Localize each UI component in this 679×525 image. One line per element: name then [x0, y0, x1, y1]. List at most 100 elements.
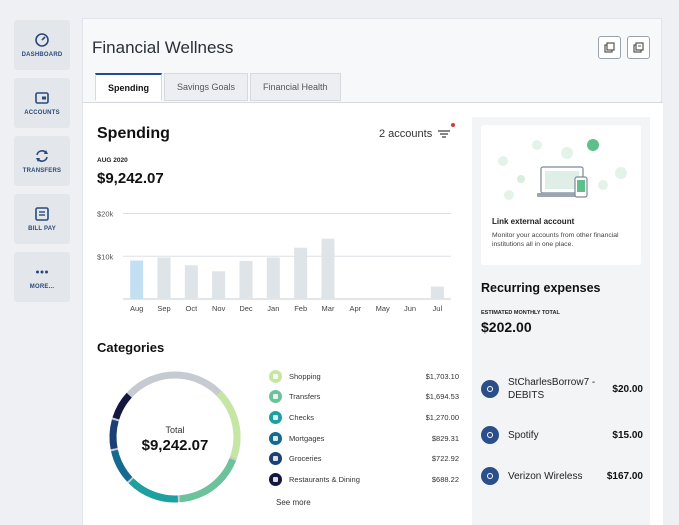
bar-jan[interactable]: [266, 257, 280, 299]
category-name: Checks: [289, 412, 315, 422]
donut-total-label: Total: [165, 425, 185, 435]
spending-content: Spending 2 accounts AUG 2020 $9,242.07 $…: [83, 102, 663, 525]
y-tick-label: $10k: [97, 252, 114, 261]
recurring-total-label: ESTIMATED MONTHLY TOTAL: [481, 310, 560, 316]
bar-sep[interactable]: [157, 257, 171, 299]
minimize-widget-button[interactable]: [598, 36, 621, 59]
category-amount: $1,703.10: [425, 371, 459, 381]
nav-accounts-label: ACCOUNTS: [24, 110, 60, 116]
bar-jul[interactable]: [430, 286, 444, 299]
restaurants-icon: [269, 472, 282, 486]
bar-mar[interactable]: [321, 238, 335, 299]
x-tick-label: Sep: [157, 304, 170, 313]
nav-more[interactable]: MORE...: [14, 252, 70, 302]
bar-nov[interactable]: [212, 271, 226, 299]
financial-wellness-panel: Financial Wellness Spending Savings Goal…: [82, 18, 663, 525]
category-amount: $1,270.00: [425, 412, 459, 422]
recurring-item[interactable]: Spotify $15.00: [481, 426, 643, 444]
bar-feb[interactable]: [294, 247, 308, 299]
x-tick-label: May: [376, 304, 390, 313]
donut-segment-0[interactable]: [105, 367, 245, 507]
category-name: Restaurants & Dining: [289, 474, 360, 484]
spending-bar-chart: $20k $10k Aug Sep Oct Nov Dec Jan Feb Mar Apr May Ju…: [97, 210, 451, 313]
recurring-item-amount: $15.00: [612, 429, 643, 441]
link-account-title: Link external account: [492, 217, 575, 226]
bar-oct[interactable]: [184, 265, 198, 299]
accounts-selector[interactable]: 2 accounts: [379, 128, 433, 140]
category-amount: $688.22: [431, 474, 459, 484]
category-list: Shopping $1,703.10 Transfers $1,694.53 C…: [269, 366, 459, 490]
recurring-item-name: StCharlesBorrow7 - DEBITS: [508, 377, 596, 401]
category-name: Groceries: [289, 454, 322, 464]
x-tick-label: Jan: [267, 304, 279, 313]
groceries-icon: [269, 452, 282, 466]
right-column: Link external account Monitor your accou…: [472, 117, 650, 525]
dashboard-icon: [35, 33, 49, 47]
checks-icon: [269, 410, 282, 424]
category-row[interactable]: Shopping $1,703.10: [269, 366, 459, 387]
notification-dot: [451, 123, 455, 127]
donut-total: $9,242.07: [141, 437, 209, 454]
x-tick-label: Nov: [212, 304, 226, 313]
page-title: Financial Wellness: [92, 38, 234, 57]
donut-segment-1[interactable]: [105, 367, 245, 507]
category-row[interactable]: Groceries $722.92: [269, 448, 459, 469]
donut-segment-2[interactable]: [105, 367, 245, 507]
tab-financial-health[interactable]: Financial Health: [250, 73, 341, 101]
spending-amount: $9,242.07: [97, 170, 164, 187]
category-amount: $1,694.53: [425, 392, 459, 402]
category-row[interactable]: Mortgages $829.31: [269, 428, 459, 449]
expand-widget-button[interactable]: [627, 36, 650, 59]
recurring-item-name: Spotify: [508, 429, 539, 441]
x-tick-label: Mar: [322, 304, 335, 313]
category-row[interactable]: Restaurants & Dining $688.22: [269, 469, 459, 490]
recurring-item-amount: $20.00: [612, 383, 643, 395]
category-name: Transfers: [289, 392, 321, 402]
transfers-category-icon: [269, 390, 282, 404]
nav-transfers-label: TRANSFERS: [22, 168, 62, 174]
tab-spending[interactable]: Spending: [95, 73, 162, 101]
x-tick-label: Dec: [239, 304, 253, 313]
mortgages-icon: [269, 431, 282, 445]
x-tick-label: Oct: [185, 304, 198, 313]
categories-title: Categories: [97, 340, 165, 355]
category-donut-chart: Total $9,242.07: [105, 367, 245, 507]
y-tick-label: $20k: [97, 210, 114, 219]
nav-bill-pay-label: BILL PAY: [28, 226, 56, 232]
tab-savings-goals[interactable]: Savings Goals: [164, 73, 249, 101]
more-icon: [36, 270, 48, 274]
bill-icon: [481, 426, 499, 444]
link-external-account-card[interactable]: Link external account Monitor your accou…: [481, 125, 641, 265]
nav-dashboard[interactable]: DASHBOARD: [14, 20, 70, 70]
window-icon: [604, 42, 615, 53]
bar-dec[interactable]: [239, 260, 253, 299]
nav-accounts[interactable]: ACCOUNTS: [14, 78, 70, 128]
nav-bill-pay[interactable]: BILL PAY: [14, 194, 70, 244]
donut-ring: [105, 367, 245, 507]
category-amount: $722.92: [431, 454, 459, 464]
filter-icon[interactable]: [437, 127, 451, 141]
see-more-link[interactable]: See more: [276, 498, 311, 507]
x-tick-label: Feb: [294, 304, 307, 313]
accounts-icon: [35, 92, 49, 104]
recurring-expenses-title: Recurring expenses: [481, 281, 601, 295]
nav-more-label: MORE...: [29, 284, 55, 290]
bill-pay-icon: [35, 207, 49, 221]
recurring-item[interactable]: StCharlesBorrow7 - DEBITS $20.00: [481, 376, 643, 402]
spending-period: AUG 2020: [97, 157, 128, 164]
bar-aug[interactable]: [130, 260, 144, 299]
recurring-item[interactable]: Verizon Wireless $167.00: [481, 467, 643, 485]
sidebar: DASHBOARD ACCOUNTS TRANSFERS BILL PAY MO…: [14, 20, 70, 310]
link-account-description: Monitor your accounts from other financi…: [492, 232, 619, 248]
recurring-item-name: Verizon Wireless: [508, 470, 583, 482]
tab-bar: Spending Savings Goals Financial Health: [95, 73, 343, 101]
nav-transfers[interactable]: TRANSFERS: [14, 136, 70, 186]
shopping-icon: [269, 369, 282, 383]
category-amount: $829.31: [431, 433, 459, 443]
x-tick-label: Apr: [349, 304, 361, 313]
copy-icon: [633, 42, 644, 53]
recurring-item-amount: $167.00: [606, 470, 643, 482]
category-row[interactable]: Checks $1,270.00: [269, 407, 459, 428]
x-tick-label: Aug: [130, 304, 143, 313]
category-row[interactable]: Transfers $1,694.53: [269, 387, 459, 408]
